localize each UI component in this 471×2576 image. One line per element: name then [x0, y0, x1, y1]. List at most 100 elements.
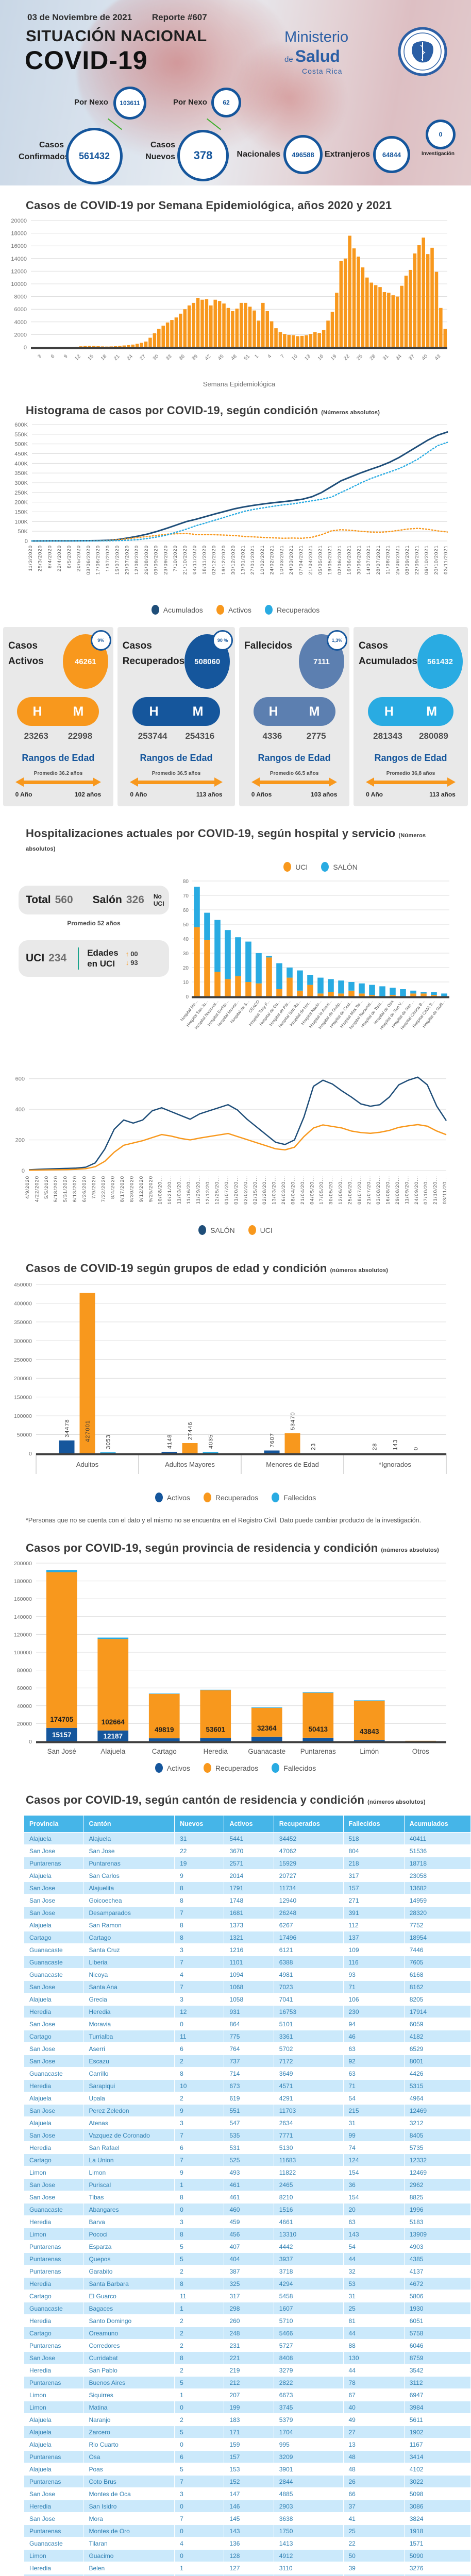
summary-card-activos: Casos Activos 46261 9% H M 23263 22998 Rangos de…	[3, 627, 113, 806]
table-cell: 12469	[403, 2104, 471, 2117]
svg-text:150000: 150000	[14, 1395, 32, 1401]
table-cell: Alajuela	[23, 1919, 84, 1931]
table-cell: 7	[174, 1906, 225, 1919]
svg-text:200000: 200000	[14, 1561, 32, 1567]
confirmed-cases-label: Casos Confirmados	[19, 141, 70, 162]
svg-text:Adultos Mayores: Adultos Mayores	[165, 1461, 215, 1468]
svg-text:8/17/2020: 8/17/2020	[120, 1176, 125, 1202]
table-cell: Cartago	[23, 1931, 84, 1944]
table-cell: 14959	[403, 1894, 471, 1907]
svg-text:03/11/20...: 03/11/20...	[442, 1176, 448, 1204]
table-row: Cartago Cartago 8 1321 17496 137 18954	[23, 1931, 471, 1944]
svg-text:45: 45	[217, 353, 225, 362]
table-cell: 5806	[403, 2290, 471, 2302]
table-cell: Sarapiqui	[83, 2079, 175, 2092]
page-title: COVID-19	[25, 46, 148, 75]
legend-dot-icon	[198, 1225, 207, 1235]
svg-text:8/4/2020: 8/4/2020	[47, 545, 53, 568]
svg-text:40: 40	[183, 937, 189, 942]
hosp-total-box: Total 560 Salón 326 No UCI	[19, 886, 169, 914]
table-cell: 219	[224, 2364, 274, 2377]
table-cell: 1	[174, 2562, 225, 2574]
summary-cards-section: Casos Activos 46261 9% H M 23263 22998 Rangos de…	[0, 620, 471, 814]
column-header-provincia: Provincia	[23, 1815, 84, 1833]
age-min: 0 Año	[130, 791, 147, 798]
table-cell: 54	[343, 2240, 405, 2253]
svg-text:21/04/2021: 21/04/2021	[308, 545, 314, 575]
svg-text:140000: 140000	[14, 1614, 32, 1620]
fallecidos-bar	[46, 1570, 77, 1572]
table-cell: 4	[174, 2537, 225, 2550]
table-cell: 5315	[403, 2079, 471, 2092]
table-row: San Jose Perez Zeledon 9 551 11703 215 12469	[23, 2104, 471, 2117]
table-cell: 8	[174, 2228, 225, 2241]
table-cell: 3670	[224, 1844, 274, 1857]
svg-text:3: 3	[37, 353, 43, 360]
svg-text:100K: 100K	[14, 519, 28, 525]
svg-text:450000: 450000	[14, 1282, 32, 1288]
table-cell: 1	[174, 2178, 225, 2191]
table-row: San Jose Vazquez de Coronado 7 535 7771 99 840…	[23, 2129, 471, 2142]
svg-text:24/02/2021: 24/02/2021	[270, 545, 275, 575]
table-cell: 995	[273, 2438, 344, 2451]
svg-text:5/18/2020: 5/18/2020	[53, 1176, 59, 1202]
table-cell: 218	[343, 1857, 405, 1870]
table-row: San Jose Alajuelita 8 1791 11734 157 13682	[23, 1882, 471, 1894]
table-cell: Tilaran	[83, 2537, 175, 2550]
table-cell: 12940	[273, 1894, 344, 1907]
investigation-label: Investigación	[422, 151, 455, 157]
svg-text:0: 0	[186, 994, 189, 1000]
legend-item: Recuperados	[203, 1493, 259, 1502]
female-count: 254316	[185, 731, 215, 741]
table-row: Cartago El Guarco 11 317 5458 31 5806	[23, 2290, 471, 2302]
svg-text:Semana Epidemiológica: Semana Epidemiológica	[203, 380, 276, 388]
uci-bar	[204, 940, 210, 996]
table-cell: 7023	[273, 1980, 344, 1993]
svg-text:6000: 6000	[14, 307, 27, 313]
bar	[187, 305, 191, 347]
table-cell: Alajuela	[23, 2426, 84, 2438]
svg-text:9: 9	[63, 353, 69, 360]
table-cell: 12332	[403, 2154, 471, 2166]
table-cell: 221	[224, 2351, 274, 2364]
bar	[59, 1440, 75, 1453]
svg-text:10: 10	[291, 353, 299, 362]
table-cell: 714	[224, 2067, 274, 2080]
svg-text:350000: 350000	[14, 1319, 32, 1326]
sex-values: 4336 2775	[250, 731, 339, 741]
table-row: Puntarenas Buenos Aires 5 212 2822 78 3112	[23, 2376, 471, 2389]
table-cell: 39	[343, 2562, 405, 2574]
table-cell: San Jose	[23, 2512, 84, 2525]
table-cell: 63	[343, 2215, 405, 2228]
table-row: Puntarenas Montes de Oro 0 143 1750 25 1918	[23, 2524, 471, 2537]
table-cell: Goicoechea	[83, 1894, 175, 1907]
svg-text:1/07/2020: 1/07/2020	[105, 545, 111, 571]
table-cell: Desamparados	[83, 1906, 175, 1919]
uci-bar	[338, 993, 344, 996]
bar	[322, 330, 326, 347]
bar	[265, 311, 269, 347]
table-cell: 50	[343, 2549, 405, 2562]
table-cell: 456	[224, 2228, 274, 2241]
table-cell: Moravia	[83, 2018, 175, 2030]
svg-text:5/5/2020: 5/5/2020	[44, 1176, 49, 1199]
bar	[79, 346, 83, 347]
table-cell: 23058	[403, 1869, 471, 1882]
weekly-cases-chart: 0 2000 4000 6000 8000 10000 12000 14000 16000 180…	[11, 218, 447, 388]
table-cell: 535	[224, 2129, 274, 2142]
table-cell: 3212	[403, 2116, 471, 2129]
no-icu-label: No UCI	[153, 893, 164, 907]
table-cell: 93	[343, 1968, 405, 1981]
table-cell: 17496	[273, 1931, 344, 1944]
legend-label: Recuperados	[215, 1493, 259, 1502]
table-cell: 271	[343, 1894, 405, 1907]
uci-bar	[276, 989, 282, 996]
bar	[300, 335, 304, 347]
table-cell: 6673	[273, 2388, 344, 2401]
svg-text:2000: 2000	[14, 332, 27, 338]
svg-text:20/5/2020: 20/5/2020	[76, 545, 82, 571]
table-cell: 7041	[273, 1993, 344, 2006]
svg-text:6/26/2020: 6/26/2020	[81, 1176, 87, 1202]
table-cell: 6388	[273, 1956, 344, 1969]
table-cell: 207	[224, 2388, 274, 2401]
